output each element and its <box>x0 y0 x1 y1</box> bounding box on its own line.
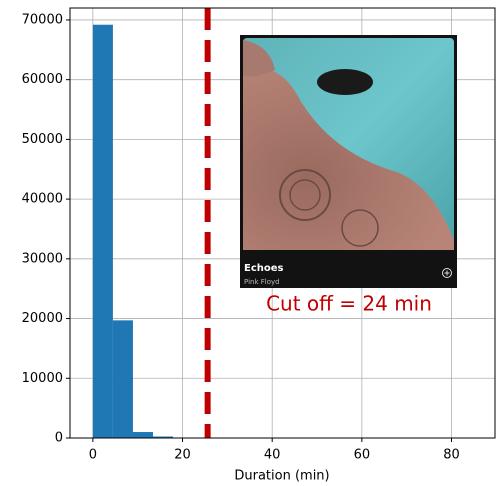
y-tick-label: 20000 <box>22 311 63 326</box>
y-tick-label: 70000 <box>22 12 63 27</box>
chart: 0 10000 20000 30000 40000 50000 60000 70000 0 20 4… <box>0 0 501 486</box>
x-tick-label: 40 <box>264 448 281 463</box>
x-axis-label: Duration (min) <box>234 469 329 484</box>
track-title: Echoes <box>244 263 284 274</box>
y-tick-label: 30000 <box>22 251 63 266</box>
cutoff-label: Cut off = 24 min <box>266 292 432 316</box>
album-inset: Echoes Pink Floyd <box>240 35 457 288</box>
album-shape <box>317 69 373 95</box>
bar <box>93 25 113 438</box>
bar <box>133 432 153 438</box>
y-tick-label: 40000 <box>22 192 63 207</box>
track-artist: Pink Floyd <box>244 278 280 286</box>
x-tick-label: 0 <box>89 448 97 463</box>
y-tick-label: 50000 <box>22 132 63 147</box>
x-tick-label: 20 <box>174 448 191 463</box>
y-tick-label: 10000 <box>22 371 63 386</box>
bar <box>113 320 133 438</box>
x-tick-label: 80 <box>443 448 460 463</box>
y-tick-label: 0 <box>55 431 63 446</box>
y-tick-label: 60000 <box>22 72 63 87</box>
x-tick-label: 60 <box>354 448 371 463</box>
